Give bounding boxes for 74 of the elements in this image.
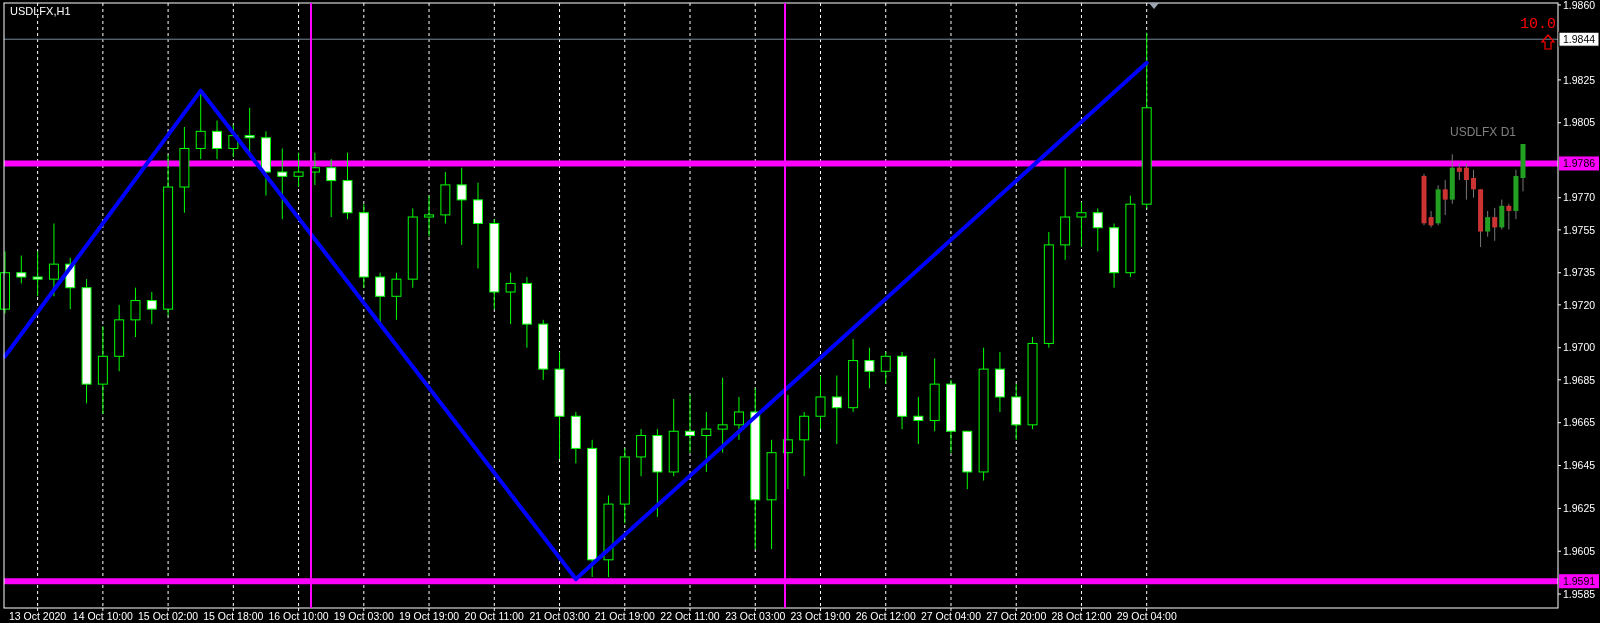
chart-title: USDLFX D1 (1449, 125, 1517, 139)
candlestick (733, 396, 744, 441)
y-tick-label: 1.9685 (1563, 373, 1596, 386)
x-tick-label: 23 Oct 19:00 (790, 610, 851, 622)
candlestick (701, 411, 712, 473)
candlestick (473, 182, 483, 269)
candlestick (1092, 207, 1103, 252)
x-tick-label: 27 Oct 20:00 (986, 610, 1047, 622)
candlestick (424, 195, 435, 237)
x-tick-label: 14 Oct 10:00 (72, 610, 134, 622)
x-tick-label: 28 Oct 12:00 (1051, 610, 1112, 622)
x-tick-label: 19 Oct 19:00 (399, 610, 460, 622)
candlestick (799, 411, 810, 477)
x-tick-label: 22 Oct 11:00 (660, 610, 720, 622)
candlestick (636, 428, 647, 477)
candlestick (831, 375, 842, 445)
y-tick-label: 1.9665 (1563, 416, 1596, 429)
candlestick (505, 272, 516, 325)
candlestick (326, 158, 337, 218)
annotation: 10.0 (1519, 16, 1556, 33)
x-tick-label: 13 Oct 2020 (9, 610, 67, 622)
x-tick-label: 16 Oct 10:00 (268, 610, 329, 622)
y-tick-label: 1.9585 (1563, 587, 1596, 600)
candlestick (277, 147, 288, 220)
candlestick (913, 396, 924, 445)
x-tick-label: 23 Oct 03:00 (725, 610, 786, 622)
candlestick (293, 152, 304, 188)
candlestick (1442, 179, 1448, 216)
y-tick-label: 1.9770 (1563, 191, 1596, 204)
candlestick (244, 107, 255, 154)
x-tick-label: 26 Oct 12:00 (855, 610, 916, 622)
candlestick (1463, 163, 1469, 201)
x-tick-label: 19 Oct 03:00 (333, 610, 395, 622)
y-tick-label: 1.9860 (1563, 0, 1596, 11)
y-tick-label: 1.9645 (1563, 459, 1596, 472)
candlestick (880, 351, 891, 385)
candlestick (717, 377, 728, 454)
y-tick-label: 1.9700 (1563, 341, 1596, 354)
x-tick-label: 21 Oct 03:00 (529, 610, 590, 622)
candlestick (864, 347, 875, 389)
candlestick (212, 120, 223, 160)
y-tick-label: 1.9605 (1563, 544, 1596, 557)
candlestick (1428, 210, 1434, 228)
candlestick (456, 167, 467, 246)
candlestick (1471, 169, 1476, 199)
candlestick (1499, 199, 1505, 230)
ref-line-label: 1.9591 (1563, 574, 1596, 587)
candlestick (1492, 207, 1498, 242)
ref-line-label: 1.9786 (1563, 157, 1596, 170)
candlestick (48, 222, 59, 297)
candlestick (1485, 210, 1491, 238)
x-tick-label: 20 Oct 11:00 (464, 610, 525, 622)
line-series (3, 60, 1149, 582)
candlestick (1076, 201, 1087, 248)
x-tick-label: 27 Oct 04:00 (920, 610, 982, 622)
y-tick-label: 1.9825 (1563, 73, 1596, 86)
chart-title: USDLFX,H1 (10, 5, 71, 17)
y-tick-label: 1.9755 (1563, 223, 1596, 236)
y-tick-label: 1.9625 (1563, 502, 1596, 515)
candlestick (146, 291, 157, 325)
candlestick (815, 375, 826, 430)
y-tick-label: 1.9720 (1563, 298, 1596, 311)
y-tick-label: 1.9805 (1563, 116, 1596, 129)
candlestick (391, 272, 402, 321)
x-tick-label: 21 Oct 19:00 (594, 610, 655, 622)
ref-line-label: 1.9844 (1563, 32, 1596, 45)
candlestick (1506, 203, 1512, 230)
candlestick (195, 92, 206, 160)
x-tick-label: 29 Oct 04:00 (1116, 610, 1177, 622)
x-tick-label: 15 Oct 02:00 (138, 610, 199, 622)
candlestick (16, 255, 27, 284)
x-tick-label: 15 Oct 18:00 (203, 610, 264, 622)
candlestick (130, 287, 141, 338)
y-tick-label: 1.9735 (1563, 266, 1596, 279)
